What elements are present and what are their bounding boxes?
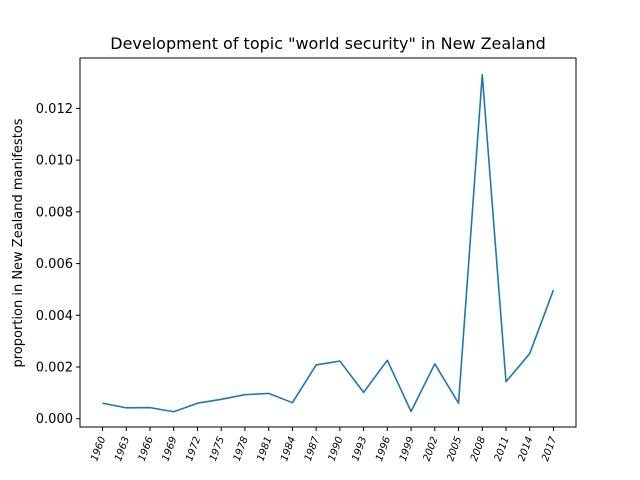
y-axis-label: proportion in New Zealand manifestos bbox=[11, 118, 26, 367]
y-tick-label: 0.006 bbox=[36, 257, 73, 272]
y-tick-label: 0.010 bbox=[36, 154, 73, 169]
y-tick-label: 0.004 bbox=[36, 309, 73, 324]
y-tick-label: 0.000 bbox=[36, 412, 73, 427]
series-line bbox=[102, 74, 555, 413]
y-tick-label: 0.008 bbox=[36, 205, 73, 220]
plot-frame bbox=[79, 57, 577, 428]
y-tick-label: 0.012 bbox=[36, 102, 73, 117]
y-tick-label: 0.002 bbox=[36, 361, 73, 376]
chart-title: Development of topic "world security" in… bbox=[110, 34, 546, 53]
